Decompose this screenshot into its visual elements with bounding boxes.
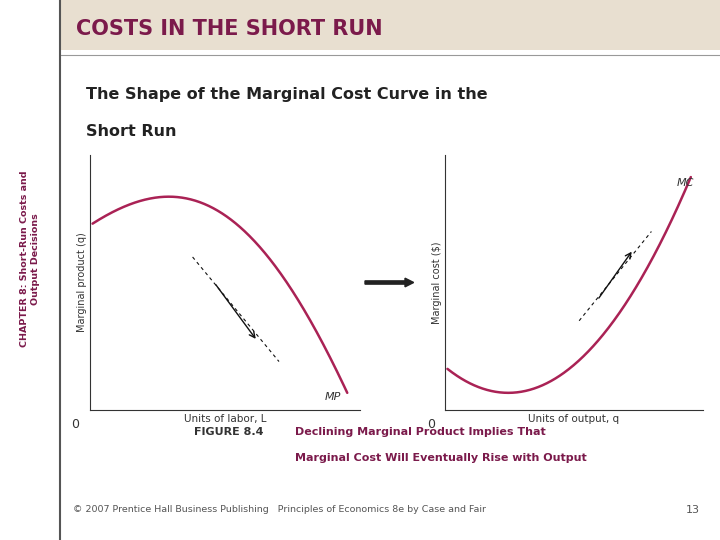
Text: The Shape of the Marginal Cost Curve in the: The Shape of the Marginal Cost Curve in … [86, 86, 488, 102]
Y-axis label: Marginal product (q): Marginal product (q) [77, 233, 87, 333]
Y-axis label: Marginal cost ($): Marginal cost ($) [432, 241, 442, 324]
Text: 13: 13 [686, 505, 700, 515]
Text: Short Run: Short Run [86, 124, 177, 139]
Text: Declining Marginal Product Implies That: Declining Marginal Product Implies That [295, 427, 546, 437]
Text: MC: MC [678, 178, 695, 187]
Text: 0: 0 [427, 418, 435, 431]
Text: 0: 0 [71, 418, 79, 431]
Text: © 2007 Prentice Hall Business Publishing   Principles of Economics 8e by Case an: © 2007 Prentice Hall Business Publishing… [73, 505, 486, 515]
Text: COSTS IN THE SHORT RUN: COSTS IN THE SHORT RUN [76, 19, 383, 39]
X-axis label: Units of output, q: Units of output, q [528, 414, 620, 424]
Text: MP: MP [325, 392, 341, 402]
Text: Marginal Cost Will Eventually Rise with Output: Marginal Cost Will Eventually Rise with … [295, 453, 587, 463]
Text: FIGURE 8.4: FIGURE 8.4 [194, 427, 264, 437]
X-axis label: Units of labor, L: Units of labor, L [184, 414, 266, 424]
Text: CHAPTER 8: Short-Run Costs and
Output Decisions: CHAPTER 8: Short-Run Costs and Output De… [20, 171, 40, 347]
